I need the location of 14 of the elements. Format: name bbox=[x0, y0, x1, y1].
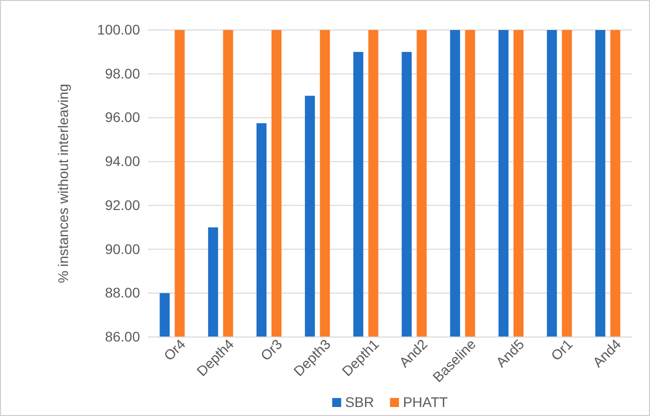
x-tick-label: Or1 bbox=[548, 336, 576, 364]
legend-label: PHATT bbox=[402, 394, 448, 410]
y-tick-label: 86.00 bbox=[104, 328, 140, 344]
y-tick-label: 98.00 bbox=[104, 65, 140, 82]
y-tick-label: 94.00 bbox=[104, 153, 140, 170]
x-tick-label: Or4 bbox=[160, 336, 188, 364]
y-tick-label: 96.00 bbox=[104, 109, 140, 126]
y-tick-label: 90.00 bbox=[104, 240, 140, 257]
x-tick-label: Or3 bbox=[257, 336, 286, 364]
y-tick-label: 88.00 bbox=[104, 284, 140, 301]
y-tick-label: 92.00 bbox=[104, 196, 140, 213]
legend-label: SBR bbox=[345, 394, 374, 410]
y-tick-label: 100.00 bbox=[97, 21, 140, 38]
y-axis-title: % instances without interleaving bbox=[55, 84, 71, 284]
